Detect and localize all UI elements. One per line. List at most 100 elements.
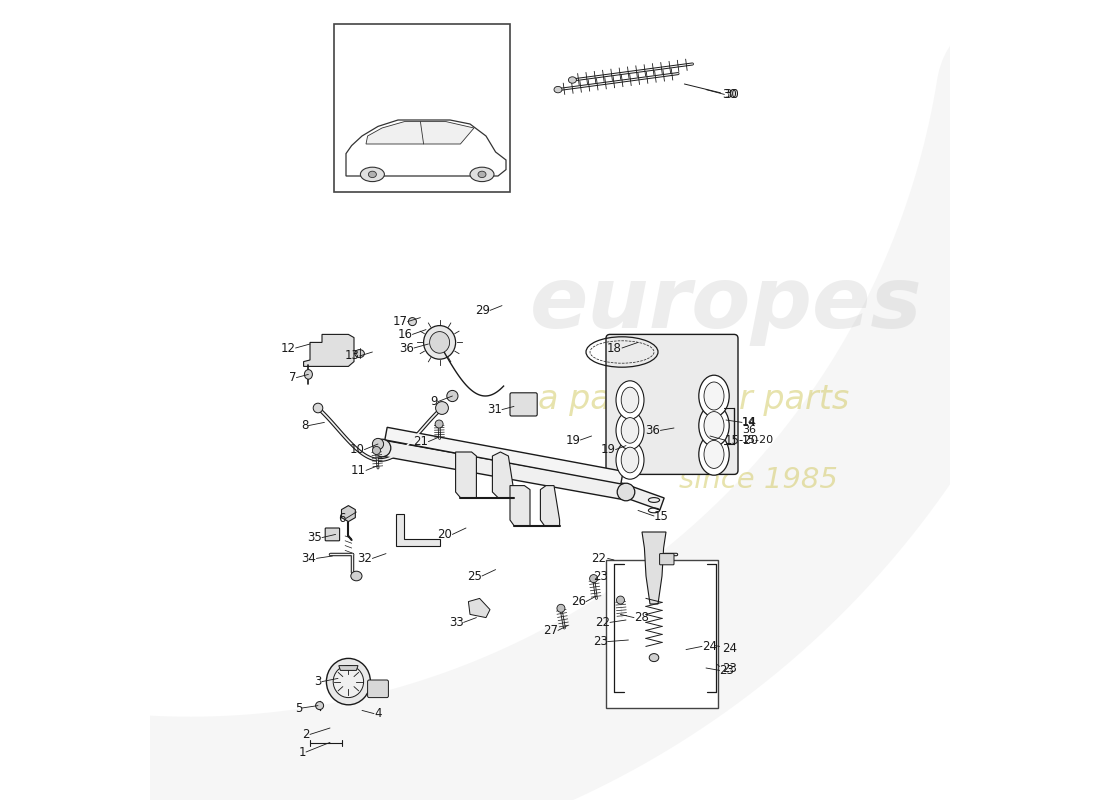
Ellipse shape [436, 420, 443, 428]
Bar [606, 560, 718, 708]
Ellipse shape [430, 331, 450, 354]
Ellipse shape [621, 418, 639, 443]
Text: 36: 36 [646, 424, 660, 437]
Ellipse shape [447, 390, 458, 402]
Ellipse shape [361, 167, 384, 182]
Text: 19: 19 [565, 434, 581, 446]
Polygon shape [341, 506, 355, 522]
FancyBboxPatch shape [660, 554, 674, 565]
Text: 30: 30 [725, 88, 739, 101]
Text: 8: 8 [301, 419, 308, 432]
Ellipse shape [698, 434, 729, 475]
Text: 27: 27 [543, 624, 558, 637]
Text: 9: 9 [430, 395, 438, 408]
Ellipse shape [557, 604, 565, 612]
Text: 6: 6 [339, 512, 346, 525]
Text: 21: 21 [414, 435, 428, 448]
Ellipse shape [554, 86, 562, 93]
Ellipse shape [621, 447, 639, 473]
Text: 11: 11 [351, 464, 366, 477]
Ellipse shape [351, 571, 362, 581]
Ellipse shape [478, 171, 486, 178]
Polygon shape [346, 120, 506, 176]
Polygon shape [385, 427, 624, 484]
Ellipse shape [470, 167, 494, 182]
Text: 35: 35 [307, 531, 322, 544]
Ellipse shape [698, 375, 729, 417]
Ellipse shape [616, 381, 644, 419]
Text: 17: 17 [393, 315, 408, 328]
Ellipse shape [424, 326, 455, 359]
Ellipse shape [569, 77, 576, 83]
Text: 23: 23 [593, 570, 607, 582]
Ellipse shape [704, 411, 724, 439]
Text: 24: 24 [722, 642, 737, 654]
Text: 5: 5 [295, 702, 302, 714]
Ellipse shape [408, 318, 417, 326]
Text: 34: 34 [301, 552, 317, 565]
Text: 19: 19 [601, 443, 616, 456]
Text: 3: 3 [315, 675, 322, 688]
Ellipse shape [698, 405, 729, 446]
Polygon shape [642, 532, 666, 604]
Polygon shape [381, 440, 627, 500]
Ellipse shape [373, 438, 384, 450]
Text: 31: 31 [487, 403, 502, 416]
Text: 24: 24 [702, 640, 717, 653]
Text: 23: 23 [593, 635, 607, 648]
Text: since 1985: since 1985 [679, 466, 837, 494]
Ellipse shape [314, 403, 322, 413]
Ellipse shape [373, 439, 390, 457]
Polygon shape [366, 122, 474, 144]
Text: 30: 30 [722, 88, 737, 101]
Ellipse shape [436, 402, 449, 414]
Polygon shape [455, 452, 476, 498]
Ellipse shape [355, 350, 364, 358]
Text: 14: 14 [742, 418, 756, 427]
Text: 29: 29 [475, 304, 490, 317]
FancyBboxPatch shape [510, 393, 537, 416]
Text: 36: 36 [399, 342, 414, 354]
Ellipse shape [305, 370, 312, 379]
Text: 23: 23 [722, 662, 737, 674]
Ellipse shape [368, 171, 376, 178]
Ellipse shape [590, 574, 597, 582]
Text: 25: 25 [468, 570, 482, 582]
Text: 10: 10 [350, 443, 364, 456]
Text: 22: 22 [591, 552, 606, 565]
Polygon shape [304, 334, 354, 366]
Text: 33: 33 [449, 616, 463, 629]
Ellipse shape [333, 666, 364, 698]
Text: 20: 20 [438, 528, 452, 541]
Ellipse shape [649, 654, 659, 662]
Text: 15-20: 15-20 [725, 434, 759, 446]
Ellipse shape [327, 658, 371, 705]
Ellipse shape [316, 702, 323, 710]
Text: 15-20: 15-20 [742, 435, 774, 445]
Text: 18: 18 [607, 342, 621, 354]
Text: 13: 13 [344, 350, 360, 362]
FancyBboxPatch shape [606, 334, 738, 474]
Bar [334, 24, 510, 192]
Polygon shape [469, 598, 490, 618]
Text: 1: 1 [298, 746, 306, 758]
FancyBboxPatch shape [367, 680, 388, 698]
Polygon shape [510, 486, 530, 526]
Polygon shape [339, 666, 358, 670]
Text: 2: 2 [302, 728, 310, 741]
Text: 36: 36 [742, 426, 756, 435]
Text: 26: 26 [571, 595, 586, 608]
Ellipse shape [704, 382, 724, 410]
FancyBboxPatch shape [326, 528, 340, 541]
Polygon shape [396, 514, 440, 546]
Polygon shape [626, 486, 664, 510]
Ellipse shape [373, 446, 381, 454]
Text: 14: 14 [742, 416, 757, 429]
Ellipse shape [616, 441, 644, 479]
Polygon shape [540, 486, 560, 526]
Polygon shape [493, 452, 514, 498]
Text: 22: 22 [595, 616, 610, 629]
Ellipse shape [616, 596, 625, 604]
Ellipse shape [621, 387, 639, 413]
Text: a passion for parts: a passion for parts [538, 383, 849, 417]
